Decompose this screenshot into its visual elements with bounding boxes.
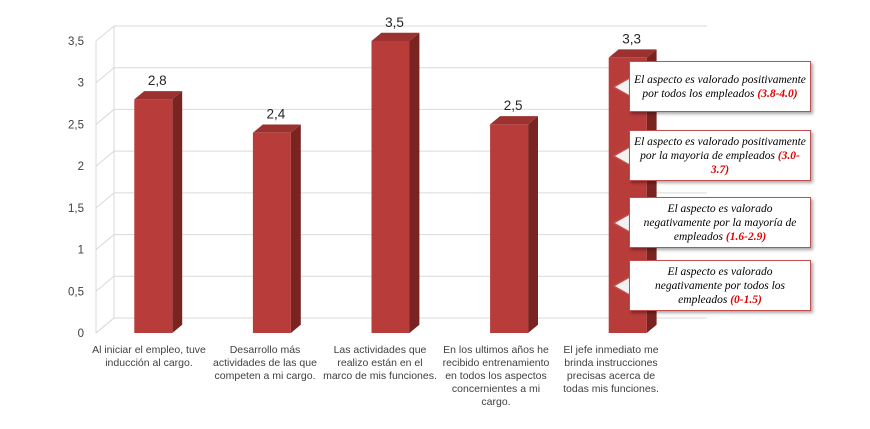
bar bbox=[134, 99, 173, 334]
y-tick-label: 0 bbox=[78, 328, 84, 340]
floor-line bbox=[95, 317, 115, 334]
legend-item: El aspecto es valorado positivamente por… bbox=[629, 61, 811, 112]
legend-item: El aspecto es valorado positivamente por… bbox=[629, 130, 811, 181]
y-tick-label: 2 bbox=[78, 161, 84, 173]
bar-top bbox=[490, 116, 538, 125]
bar-side bbox=[290, 124, 301, 334]
gridline bbox=[95, 234, 115, 250]
category-label: Las actividades que realizo están en el … bbox=[323, 344, 437, 382]
gridline bbox=[95, 25, 115, 42]
data-label: 2,5 bbox=[504, 98, 523, 113]
bar-side bbox=[528, 116, 538, 333]
gridline bbox=[95, 192, 115, 209]
category-label: Desarrollo más actividades de las que co… bbox=[213, 344, 317, 382]
bar-side bbox=[172, 91, 183, 334]
bar-top bbox=[252, 124, 301, 133]
bar-side bbox=[409, 32, 420, 333]
bar-top bbox=[134, 91, 183, 100]
y-tick-label: 2,5 bbox=[68, 119, 84, 131]
gridline bbox=[95, 109, 115, 125]
y-tick-label: 3,5 bbox=[68, 36, 84, 48]
legend-arrow-icon bbox=[615, 78, 631, 96]
bar-top bbox=[608, 49, 657, 58]
legend-item: El aspecto es valorado negativamente por… bbox=[629, 197, 811, 248]
data-label: 3,3 bbox=[622, 31, 641, 46]
y-tick-label: 1,5 bbox=[68, 203, 84, 215]
gridline bbox=[95, 150, 115, 167]
data-label: 2,4 bbox=[267, 107, 286, 122]
bar bbox=[252, 132, 291, 333]
bar-top bbox=[371, 32, 420, 41]
legend-arrow-icon bbox=[615, 277, 631, 295]
data-label: 2,8 bbox=[148, 73, 167, 88]
category-label: En los ultimos años he recibido entrenam… bbox=[442, 344, 550, 408]
legend-arrow-icon bbox=[615, 147, 631, 165]
data-label: 3,5 bbox=[385, 15, 404, 30]
bar bbox=[490, 124, 529, 333]
category-label: Al iniciar el empleo, tuve inducción al … bbox=[92, 344, 206, 369]
gridline bbox=[95, 67, 115, 84]
bar bbox=[371, 41, 410, 333]
legend-item: El aspecto es valorado negativamente por… bbox=[629, 260, 811, 311]
legend-arrow-icon bbox=[615, 214, 631, 232]
gridline bbox=[95, 275, 115, 292]
y-tick-label: 1 bbox=[78, 245, 84, 257]
y-tick-label: 3 bbox=[78, 78, 84, 90]
category-label: El jefe inmediato me brinda instruccione… bbox=[563, 344, 659, 395]
y-tick-label: 0,5 bbox=[68, 286, 84, 298]
